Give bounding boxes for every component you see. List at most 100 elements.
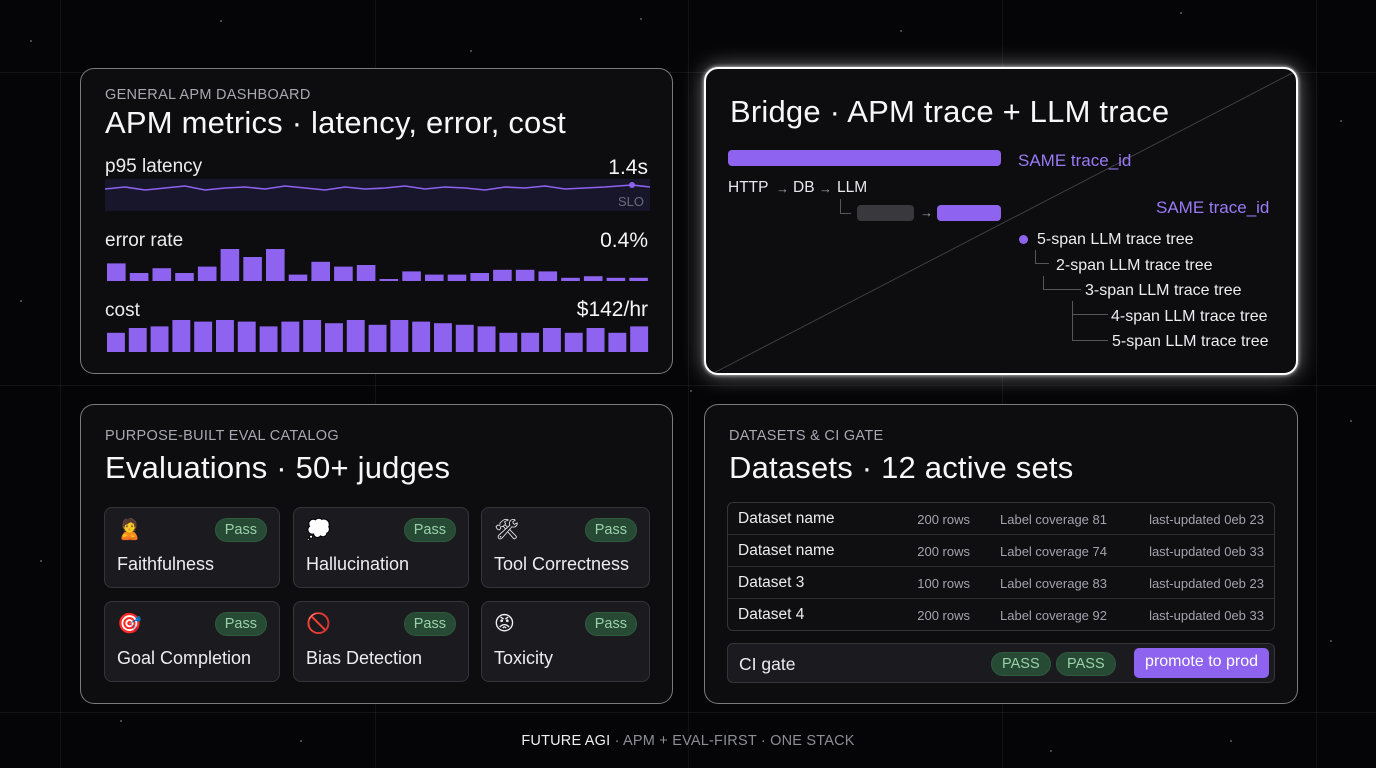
pass-badge: Pass xyxy=(214,518,267,542)
tree-connector xyxy=(1035,250,1049,264)
dataset-name: Dataset name xyxy=(738,542,835,559)
bar xyxy=(425,274,444,281)
path-http: HTTP xyxy=(728,179,769,196)
latency-value: 1.4s xyxy=(608,156,648,179)
bar xyxy=(197,266,217,281)
thought-bubble-icon: 💭 xyxy=(306,519,331,541)
arrow-right-icon: → xyxy=(776,181,789,196)
bar xyxy=(128,328,147,352)
bar xyxy=(447,274,467,281)
faithfulness-icon: 🙎 xyxy=(117,519,142,541)
bar xyxy=(606,277,626,281)
eval-tile-goal-completion[interactable]: 🎯 Pass Goal Completion xyxy=(104,601,280,682)
grid-line xyxy=(0,712,1376,713)
bar xyxy=(434,323,452,352)
diagonal-divider xyxy=(712,70,1296,373)
footer-brand: FUTURE AGI xyxy=(521,733,611,749)
bar xyxy=(266,249,285,281)
bar xyxy=(356,265,376,281)
trace-tree-item: 5-span LLM trace tree xyxy=(1037,231,1194,248)
bar xyxy=(564,332,583,352)
bar xyxy=(561,277,580,281)
latency-marker xyxy=(629,182,635,188)
eval-tile-hallucination[interactable]: 💭 Pass Hallucination xyxy=(293,507,469,588)
bar xyxy=(543,328,561,352)
error-rate-label: error rate xyxy=(105,230,184,251)
latency-sparkline xyxy=(105,179,650,211)
arrow-right-icon: → xyxy=(819,181,832,196)
bar xyxy=(455,324,474,352)
eval-tile-tool-correctness[interactable]: 🛠 Pass Tool Correctness xyxy=(481,507,650,588)
bar xyxy=(259,326,278,352)
bridge-card: Bridge · APM trace + LLM trace SAME trac… xyxy=(704,67,1298,375)
span-bar-gray xyxy=(857,205,914,221)
bar xyxy=(402,271,421,281)
eval-tile-faithfulness[interactable]: 🙎 Pass Faithfulness xyxy=(104,507,280,588)
datasets-card: DATASETS & CI GATE Datasets · 12 active … xyxy=(704,404,1298,704)
bar xyxy=(608,332,627,352)
table-row[interactable]: Dataset 4 200 rows Label coverage 92 las… xyxy=(728,599,1274,630)
promote-to-prod-button[interactable]: promote to prod xyxy=(1134,648,1269,678)
bar xyxy=(538,271,558,281)
bar xyxy=(493,269,512,281)
bar xyxy=(107,263,126,281)
bar xyxy=(152,268,172,281)
bar xyxy=(150,326,169,352)
eval-name: Toxicity xyxy=(494,648,554,668)
pass-badge: Pass xyxy=(584,518,637,542)
pass-badge: Pass xyxy=(584,612,637,636)
trace-tree-item: 2-span LLM trace tree xyxy=(1056,257,1213,274)
dataset-row-count: 200 rows xyxy=(917,512,970,527)
grid-line xyxy=(375,0,376,768)
path-llm: LLM xyxy=(837,179,868,196)
trace-tree-item: 5-span LLM trace tree xyxy=(1112,333,1269,350)
table-row[interactable]: Dataset 3 100 rows Label coverage 83 las… xyxy=(728,567,1274,599)
error-rate-value: 0.4% xyxy=(600,229,648,252)
ci-gate-bar: CI gate PASS PASS promote to prod xyxy=(727,643,1275,683)
footer-tagline: FUTURE AGI · APM + EVAL-FIRST · ONE STAC… xyxy=(0,733,1376,749)
dataset-row-count: 200 rows xyxy=(917,608,970,623)
grid-line xyxy=(0,385,1376,386)
grid-line xyxy=(0,72,1376,73)
same-trace-label-top: SAME trace_id xyxy=(1018,151,1132,170)
datasets-title: Datasets · 12 active sets xyxy=(729,450,1074,485)
bar xyxy=(390,320,409,352)
bar xyxy=(470,273,489,281)
prohibited-icon: 🚫 xyxy=(306,613,331,635)
dataset-coverage: Label coverage 83 xyxy=(1000,576,1107,591)
apm-metrics-card: GENERAL APM DASHBOARD APM metrics · late… xyxy=(80,68,673,374)
bar xyxy=(303,320,322,352)
bar xyxy=(334,266,353,281)
tools-icon: 🛠 xyxy=(494,519,520,541)
bar xyxy=(237,321,256,352)
tree-connector xyxy=(1072,301,1108,315)
grid-line xyxy=(688,0,689,768)
eval-tile-bias-detection[interactable]: 🚫 Pass Bias Detection xyxy=(293,601,469,682)
bar xyxy=(281,321,300,352)
cost-chart xyxy=(107,320,649,352)
grid-line xyxy=(1002,0,1003,768)
dataset-name: Dataset name xyxy=(738,510,835,527)
eval-name: Faithfulness xyxy=(117,554,215,574)
bar xyxy=(129,273,149,281)
bar xyxy=(175,273,194,281)
ci-gate-label: CI gate xyxy=(739,654,796,674)
eval-title: Evaluations · 50+ judges xyxy=(105,450,451,485)
pass-badge: Pass xyxy=(403,612,456,636)
table-row[interactable]: Dataset name 200 rows Label coverage 74 … xyxy=(728,535,1274,567)
bar xyxy=(172,320,191,352)
latency-label: p95 latency xyxy=(105,156,203,177)
bridge-title: Bridge · APM trace + LLM trace xyxy=(730,94,1170,129)
dataset-name: Dataset 4 xyxy=(738,606,805,623)
bar xyxy=(325,323,343,352)
eval-tile-toxicity[interactable]: 😡 Pass Toxicity xyxy=(481,601,650,682)
table-row[interactable]: Dataset name 200 rows Label coverage 81 … xyxy=(728,503,1274,535)
eval-name: Goal Completion xyxy=(117,648,252,668)
bar xyxy=(220,249,240,281)
bar xyxy=(379,279,399,281)
ci-pass-badge: PASS xyxy=(991,652,1051,676)
bar xyxy=(107,332,125,352)
tree-root-dot xyxy=(1019,235,1028,244)
datasets-kicker: DATASETS & CI GATE xyxy=(729,428,884,444)
dataset-updated: last-updated 0eb 33 xyxy=(1149,544,1264,559)
